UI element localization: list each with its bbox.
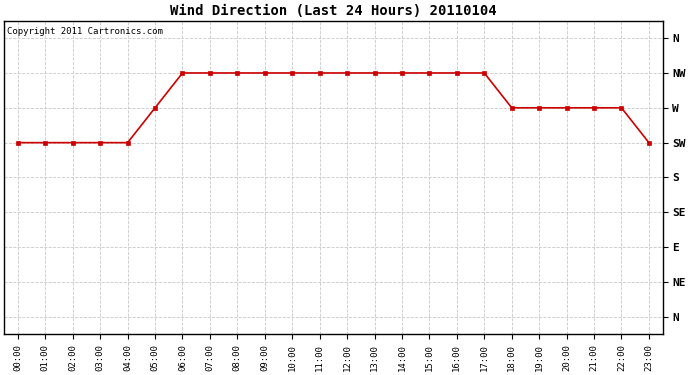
- Text: Copyright 2011 Cartronics.com: Copyright 2011 Cartronics.com: [8, 27, 164, 36]
- Title: Wind Direction (Last 24 Hours) 20110104: Wind Direction (Last 24 Hours) 20110104: [170, 4, 497, 18]
